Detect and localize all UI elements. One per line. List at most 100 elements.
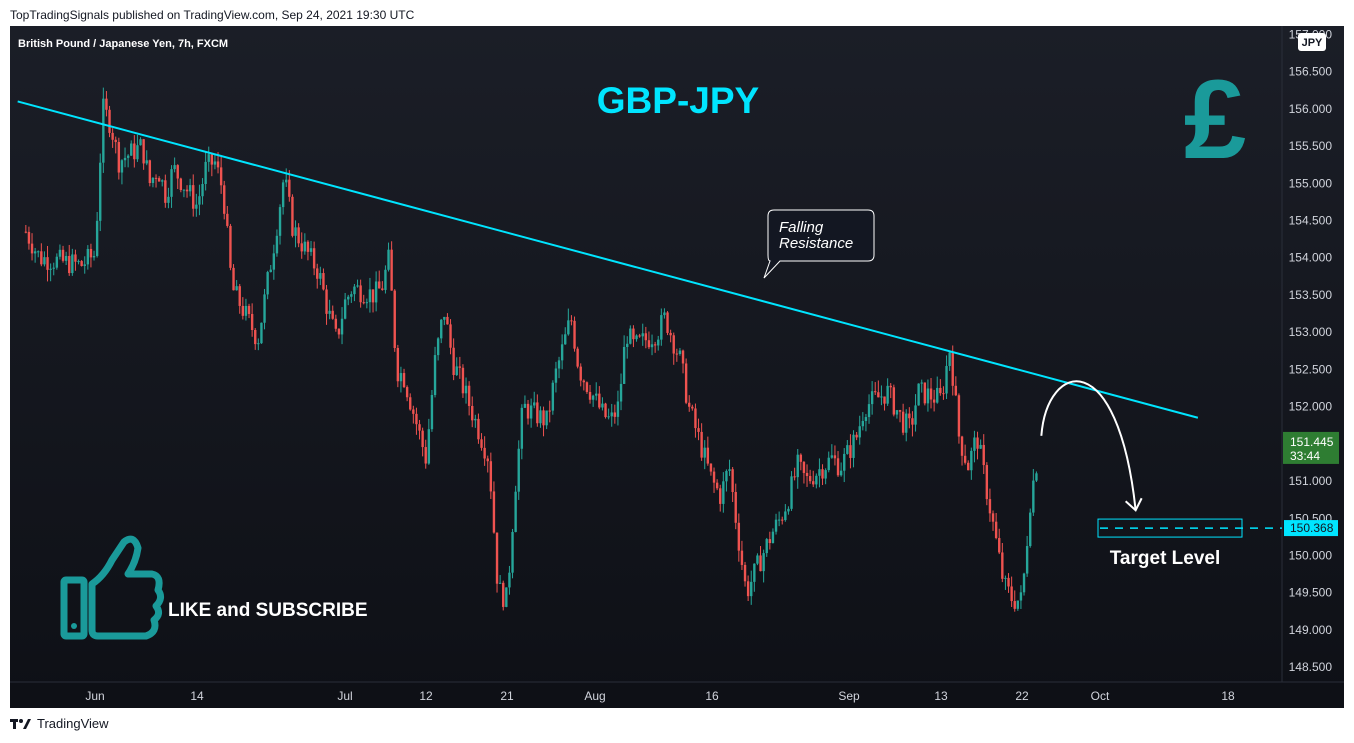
candle-body-294: [936, 387, 939, 403]
candle-body-4: [37, 251, 40, 253]
candle-body-87: [294, 227, 297, 236]
candle-body-221: [709, 463, 713, 472]
candle-body-116: [384, 269, 387, 290]
candle-body-237: [759, 555, 762, 572]
candle-body-7: [46, 257, 49, 270]
candle-body-55: [195, 204, 198, 209]
y-tick-label-1: 156.500: [1289, 65, 1333, 79]
candle-body-105: [350, 294, 353, 297]
candle-body-149: [486, 458, 489, 462]
candle-body-209: [672, 335, 675, 354]
candle-body-108: [359, 285, 362, 303]
candle-body-115: [381, 288, 384, 290]
candle-body-64: [223, 185, 226, 214]
candle-body-25: [102, 98, 105, 163]
candle-body-217: [697, 428, 700, 432]
candle-body-51: [182, 189, 186, 191]
candle-body-187: [604, 403, 607, 418]
candle-body-133: [436, 338, 440, 356]
candle-body-297: [945, 365, 948, 394]
callout-line-2: Resistance: [779, 235, 853, 252]
candle-body-212: [681, 350, 685, 364]
x-tick-label-5: Aug: [584, 689, 605, 703]
candle-body-131: [430, 394, 434, 430]
candle-body-323: [1025, 546, 1029, 574]
candle-body-143: [467, 385, 471, 406]
candle-body-74: [254, 330, 257, 345]
candle-body-58: [204, 161, 207, 184]
candle-body-77: [263, 294, 266, 323]
tradingview-brand: TradingView: [37, 716, 109, 731]
last-price-label: 151.445: [1290, 435, 1334, 449]
candle-body-60: [210, 154, 214, 165]
candle-body-147: [480, 439, 483, 448]
candle-body-164: [533, 402, 536, 406]
candle-body-44: [161, 180, 164, 182]
candle-body-128: [421, 430, 424, 448]
y-tick-label-10: 152.000: [1289, 400, 1333, 414]
candle-body-3: [33, 251, 37, 254]
candle-body-175: [567, 320, 570, 335]
candle-body-31: [120, 160, 124, 173]
candle-body-306: [973, 437, 976, 451]
last-price-tag: [1283, 431, 1339, 464]
candle-body-75: [257, 343, 260, 345]
candle-body-258: [824, 470, 827, 479]
candle-body-39: [145, 160, 148, 164]
candle-body-303: [963, 455, 967, 463]
candle-body-283: [901, 411, 905, 433]
candle-body-168: [545, 410, 548, 426]
candle-body-20: [86, 248, 90, 265]
y-tick-label-17: 148.500: [1289, 660, 1333, 674]
candle-body-82: [278, 207, 282, 236]
candle-body-260: [830, 455, 834, 458]
candle-body-140: [458, 366, 462, 368]
candle-body-50: [179, 178, 183, 191]
candle-body-254: [812, 481, 815, 485]
candle-body-204: [657, 339, 660, 346]
candle-body-32: [123, 157, 127, 161]
candle-body-158: [514, 491, 517, 532]
target-price-label: 150.368: [1290, 521, 1334, 535]
y-tick-label-15: 149.500: [1289, 586, 1333, 600]
candle-body-255: [815, 475, 818, 485]
candle-body-229: [734, 492, 737, 523]
candle-body-30: [117, 142, 121, 173]
projection-arrow: [1040, 380, 1137, 511]
candle-body-265: [846, 445, 849, 454]
candle-body-192: [619, 383, 623, 402]
currency-badge-box[interactable]: [1298, 33, 1326, 51]
candle-body-67: [232, 267, 235, 291]
candle-body-171: [554, 368, 558, 383]
candle-body-38: [142, 139, 145, 164]
candle-body-109: [362, 302, 365, 304]
candle-body-135: [443, 316, 446, 320]
candle-body-160: [520, 407, 524, 449]
candle-body-68: [235, 286, 238, 291]
candle-body-196: [632, 328, 635, 340]
candle-body-249: [796, 454, 799, 478]
candle-body-203: [653, 344, 657, 346]
candle-body-37: [139, 139, 142, 146]
candle-body-35: [133, 143, 136, 160]
candle-body-215: [691, 406, 694, 409]
candle-body-165: [536, 402, 539, 424]
candle-body-177: [573, 320, 576, 349]
candle-body-206: [663, 312, 666, 316]
candle-body-154: [502, 582, 505, 607]
candle-body-205: [660, 315, 663, 340]
candle-body-188: [607, 416, 610, 418]
candle-body-182: [588, 391, 592, 400]
candle-body-261: [833, 455, 837, 459]
candle-body-186: [601, 403, 604, 408]
candle-body-123: [405, 387, 409, 398]
falling-resistance-line[interactable]: [17, 100, 1199, 419]
candle-body-298: [948, 352, 951, 366]
candle-body-232: [743, 564, 747, 582]
candle-body-56: [198, 196, 201, 205]
candle-body-185: [598, 393, 601, 408]
candle-body-79: [269, 269, 272, 273]
candle-body-189: [610, 412, 613, 417]
candle-body-253: [808, 476, 812, 482]
